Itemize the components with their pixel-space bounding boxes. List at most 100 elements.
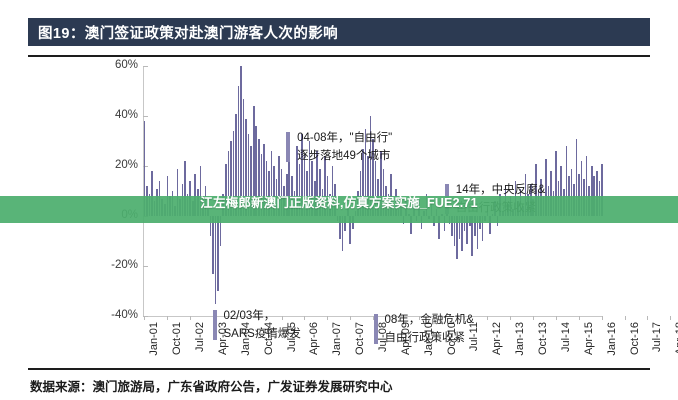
y-tick-mark [143,166,148,167]
bar [219,216,222,246]
bar [367,156,369,216]
bar [585,156,588,216]
annotation-line: 自由行政策收紧 [384,331,466,344]
bar [278,156,280,216]
x-tick-label: Oct-13 [537,322,550,356]
bar [306,171,308,216]
x-tick-label: Jul-02 [194,322,207,352]
bar [461,216,463,251]
bar [311,161,313,216]
bar [474,216,476,236]
x-tick-mark [441,316,443,320]
bar [184,161,186,216]
bar [362,148,364,216]
x-tick-mark [418,316,420,320]
x-tick-mark [533,316,535,320]
anno-sars: 02/03年， SARS疫情爆发 [224,308,301,344]
bar [227,151,230,216]
bar [237,86,240,216]
x-tick-mark [464,316,466,320]
x-tick-mark [144,316,146,320]
x-tick-label: Oct-01 [171,322,184,356]
y-tick-label: 20% [114,159,138,171]
watermark-text: 江左梅郎新澳门正版资料,仿真方案实施_FUE2.71 [200,196,478,210]
bar [344,216,346,231]
bar [382,168,385,216]
annotation-line: 逐步落地49个城市 [297,149,391,162]
bar [224,163,227,216]
bar [212,216,214,274]
divider-bottom [28,368,650,370]
bar [280,168,283,216]
bar [379,151,382,216]
bar [339,216,341,239]
bar [390,173,392,216]
bar [324,156,326,216]
bar [341,216,344,251]
bar [288,158,291,216]
x-tick-mark [578,316,580,320]
y-tick-mark [143,66,148,67]
x-tick-mark [281,316,283,320]
bar [471,216,474,256]
bar [217,216,219,291]
bar [301,133,303,216]
bar [209,216,212,236]
x-tick-mark [258,316,260,320]
x-tick-mark [395,316,397,320]
x-tick-label: Jan-13 [514,322,527,356]
bar [570,168,573,216]
bar [296,146,298,216]
x-tick-mark [190,316,192,320]
bar [575,138,578,216]
bar [438,216,441,239]
bar [410,216,413,234]
bar [230,141,232,216]
x-tick-label: Jan-01 [148,322,161,356]
bar [524,173,527,216]
figure-title-bar: 图19：澳门签证政策对赴澳门游客人次的影响 [28,18,650,46]
bar [265,161,268,216]
bar [263,143,265,216]
bar [242,98,245,216]
bar [369,116,372,216]
bar [590,166,593,216]
bar [550,171,552,216]
bar [372,138,374,216]
x-tick-label: Jul-17 [651,322,664,352]
bar [545,158,547,216]
bar [466,216,468,244]
bar [252,106,255,216]
bar [458,216,461,239]
annotation-line: 02/03年， [223,310,276,322]
bar [443,216,446,231]
bar [580,161,583,216]
watermark-band [0,196,678,223]
y-axis-line [143,66,144,316]
bar [349,216,352,244]
page-title: 图19：澳门签证政策对赴澳门游客人次的影响 [38,25,339,42]
x-tick-label: Jan-07 [331,322,344,356]
x-tick-label: Oct-07 [354,322,367,356]
bar [151,171,153,216]
bar [285,173,288,216]
annotation-line: 08年，金融危机& [384,314,474,326]
bar [555,151,557,216]
bar [318,168,321,216]
bar [565,146,568,216]
annotation-line: 14年，中央反腐& [455,184,546,196]
bar [245,118,247,216]
bar [260,153,263,216]
x-tick-mark [601,316,603,320]
x-tick-mark [304,316,306,320]
x-tick-label: Jul-14 [559,322,572,352]
bar [240,66,242,216]
bar [255,126,258,216]
y-tick-mark [143,316,148,317]
bar [298,163,301,216]
bar [374,161,377,216]
bar [578,173,580,216]
bar [235,113,237,216]
bar [250,146,252,216]
